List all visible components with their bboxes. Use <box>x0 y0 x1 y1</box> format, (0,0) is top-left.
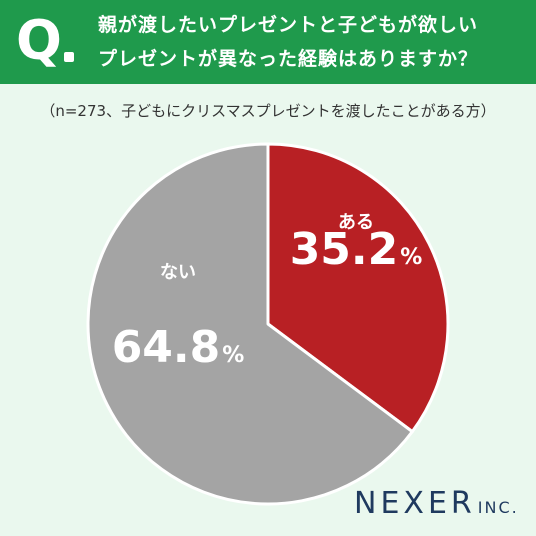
brand-suffix: INC. <box>477 498 519 517</box>
slice-value-nai: 64.8% <box>112 322 245 373</box>
question-header: Q 親が渡したいプレゼントと子どもが欲しい プレゼントが異なった経験はありますか… <box>0 0 536 84</box>
q-mark-dot <box>64 52 74 62</box>
slice-label-aru: ある <box>338 212 374 233</box>
brand-name: NEXER <box>354 486 476 521</box>
slice-label-nai: ない <box>160 262 196 283</box>
q-mark: Q <box>16 9 62 72</box>
question-line-2: プレゼントが異なった経験はありますか？ <box>98 48 479 70</box>
sample-note: （n=273、子どもにクリスマスプレゼントを渡したことがある方） <box>40 102 496 120</box>
nexer-logo: NEXER INC. <box>354 486 519 521</box>
question-line-1: 親が渡したいプレゼントと子どもが欲しい <box>98 14 479 36</box>
pie-slice-aru <box>266 142 450 434</box>
slice-value-aru: 35.2% <box>290 224 423 275</box>
pie-slice-nai <box>86 142 414 506</box>
